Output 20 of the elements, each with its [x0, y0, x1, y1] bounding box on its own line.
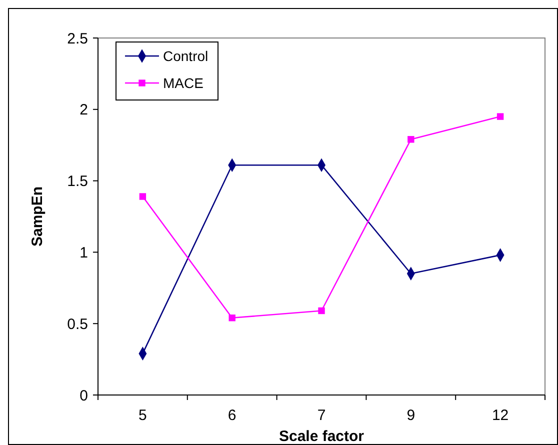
- y-tick-label: 2: [80, 102, 88, 119]
- point: [318, 307, 325, 314]
- x-tick-label: 6: [228, 407, 236, 424]
- x-tick-label: 5: [138, 407, 147, 424]
- point: [496, 113, 504, 120]
- y-tick-label: 1: [80, 244, 88, 262]
- y-tick-label: 0.5: [67, 316, 88, 333]
- legend-label: MACE: [163, 74, 204, 91]
- y-tick-label: 0: [80, 387, 88, 404]
- y-axis-title: SampEn: [29, 186, 46, 247]
- point: [228, 314, 236, 322]
- x-tick-label: 7: [317, 407, 326, 424]
- point: [139, 193, 146, 200]
- legend-label: Control: [163, 48, 208, 64]
- x-tick-label: 9: [406, 407, 416, 424]
- x-axis-title: Scale factor: [278, 428, 364, 445]
- point: [408, 136, 414, 143]
- x-tick-label: 12: [492, 407, 509, 424]
- y-tick-label: 1.5: [67, 173, 88, 190]
- y-tick-label: 2.5: [67, 30, 88, 48]
